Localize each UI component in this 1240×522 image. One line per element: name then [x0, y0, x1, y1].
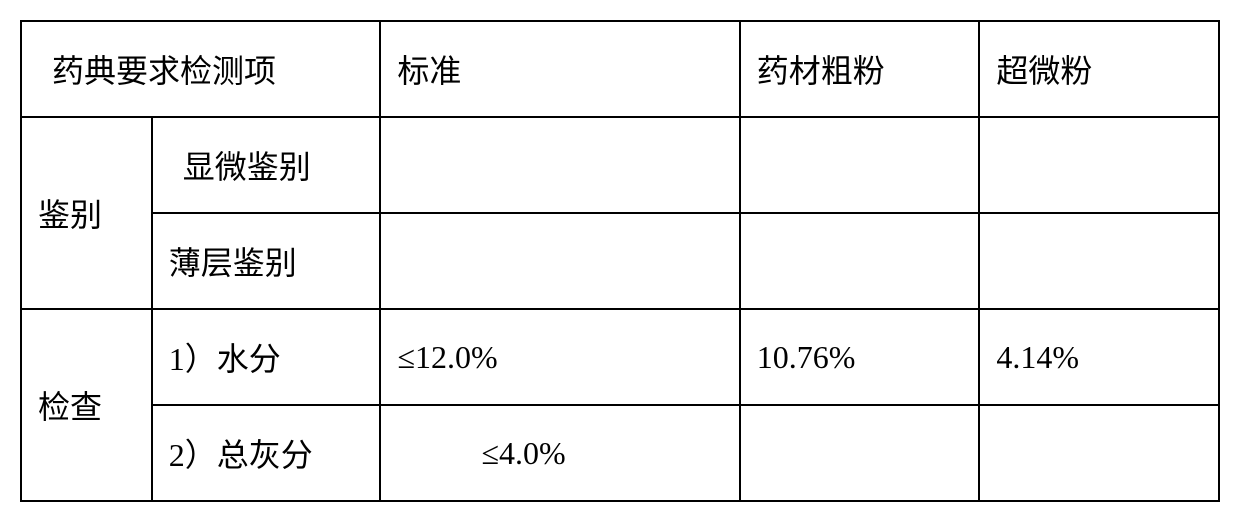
category-identification: 鉴别: [21, 117, 152, 309]
ultra-moisture: 4.14%: [979, 309, 1219, 405]
standard-ash: ≤4.0%: [380, 405, 739, 501]
table-row: 薄层鉴别: [21, 213, 1219, 309]
coarse-tlc: [740, 213, 980, 309]
coarse-ash: [740, 405, 980, 501]
subitem-tlc: 薄层鉴别: [152, 213, 381, 309]
header-detection-item: 药典要求检测项: [21, 21, 380, 117]
category-inspection: 检查: [21, 309, 152, 501]
ultra-microscopy: [979, 117, 1219, 213]
coarse-moisture: 10.76%: [740, 309, 980, 405]
table-row: 检查 1）水分 ≤12.0% 10.76% 4.14%: [21, 309, 1219, 405]
subitem-microscopy: 显微鉴别: [152, 117, 381, 213]
table-header-row: 药典要求检测项 标准 药材粗粉 超微粉: [21, 21, 1219, 117]
standard-tlc: [380, 213, 739, 309]
table-row: 鉴别 显微鉴别: [21, 117, 1219, 213]
coarse-microscopy: [740, 117, 980, 213]
table-row: 2）总灰分 ≤4.0%: [21, 405, 1219, 501]
detection-table-container: 药典要求检测项 标准 药材粗粉 超微粉 鉴别 显微鉴别 薄层鉴别 检查 1）水分…: [20, 20, 1220, 502]
detection-table: 药典要求检测项 标准 药材粗粉 超微粉 鉴别 显微鉴别 薄层鉴别 检查 1）水分…: [20, 20, 1220, 502]
ultra-ash: [979, 405, 1219, 501]
standard-microscopy: [380, 117, 739, 213]
header-ultrafine-powder: 超微粉: [979, 21, 1219, 117]
subitem-moisture: 1）水分: [152, 309, 381, 405]
standard-moisture: ≤12.0%: [380, 309, 739, 405]
subitem-ash: 2）总灰分: [152, 405, 381, 501]
ultra-tlc: [979, 213, 1219, 309]
header-coarse-powder: 药材粗粉: [740, 21, 980, 117]
header-standard: 标准: [380, 21, 739, 117]
